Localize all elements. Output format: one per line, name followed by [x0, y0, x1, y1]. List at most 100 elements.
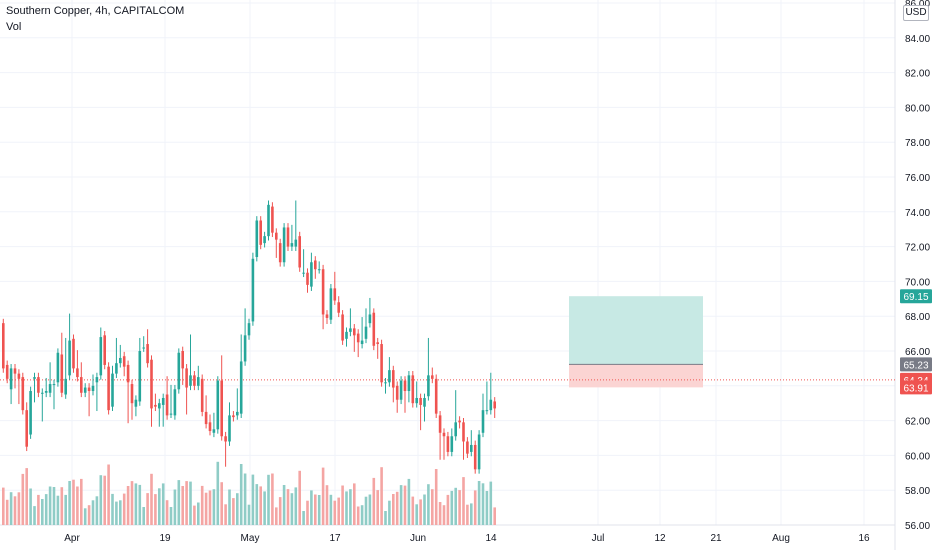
volume-bar — [103, 475, 106, 525]
volume-bar — [360, 505, 364, 525]
profit-zone — [569, 296, 703, 365]
volume-bar — [68, 481, 71, 525]
volume-bar — [473, 490, 477, 525]
candle-body — [477, 434, 481, 470]
candle-body — [232, 415, 235, 418]
volume-bar — [64, 494, 67, 525]
x-tick-label: 16 — [858, 533, 870, 544]
volume-bar — [243, 473, 247, 525]
candle-body — [298, 236, 301, 268]
volume-bar — [337, 497, 340, 525]
candle-body — [177, 352, 181, 390]
price-tag-box — [900, 289, 932, 304]
candle-body — [329, 288, 333, 320]
candle-body — [485, 410, 489, 412]
candle-body — [434, 378, 438, 414]
volume-bar — [278, 497, 282, 525]
candle-body — [368, 314, 372, 324]
y-tick-label: 76.00 — [905, 173, 930, 184]
candle-body — [5, 364, 9, 379]
volume-bar — [345, 491, 348, 525]
candle-body — [107, 366, 110, 411]
price-tag-box — [900, 380, 932, 395]
volume-bar — [56, 495, 60, 525]
candle-body — [251, 258, 255, 322]
currency-button[interactable]: USD — [903, 5, 929, 21]
candle-body — [255, 220, 259, 258]
candle-body — [17, 373, 21, 379]
candle-body — [158, 403, 161, 409]
candle-body — [360, 340, 364, 345]
candle-body — [169, 413, 173, 415]
candle-body — [450, 436, 454, 452]
candle-body — [442, 432, 446, 437]
y-tick-label: 74.00 — [905, 208, 930, 219]
y-tick-label: 80.00 — [905, 103, 930, 114]
candle-body — [392, 370, 395, 388]
volume-legend[interactable]: Vol — [6, 21, 22, 33]
volume-bar — [419, 499, 422, 525]
volume-bar — [470, 503, 473, 525]
x-tick-label: Jun — [410, 533, 426, 544]
symbol-legend[interactable]: Southern Copper, 4h, CAPITALCOM — [6, 5, 185, 17]
volume-bar — [290, 493, 294, 525]
candle-body — [103, 335, 106, 365]
y-tick-label: 68.00 — [905, 312, 930, 323]
volume-bar — [259, 486, 262, 525]
volume-bar — [368, 494, 372, 525]
volume-bar — [427, 484, 430, 525]
volume-bar — [286, 489, 290, 525]
volume-bar — [446, 494, 450, 525]
volume-bar — [282, 485, 286, 525]
candle-body — [181, 351, 184, 369]
volume-bar — [41, 499, 44, 525]
volume-bar — [431, 489, 434, 525]
volume-bar — [173, 489, 177, 525]
volume-bar — [450, 490, 454, 525]
volume-bar — [481, 483, 485, 525]
volume-bar — [407, 478, 411, 525]
volume-bar — [466, 504, 469, 525]
volume-bar — [489, 481, 493, 525]
volume-bar — [87, 505, 91, 525]
candle-body — [302, 272, 305, 274]
candle-body — [60, 354, 64, 393]
candle-body — [290, 243, 294, 247]
volume-bar — [493, 507, 496, 525]
candle-body — [446, 436, 450, 452]
candle-body — [263, 236, 266, 244]
volume-bar — [434, 469, 438, 525]
volume-bar — [271, 473, 274, 525]
volume-bar — [134, 483, 138, 525]
volume-bar — [48, 486, 52, 525]
volume-bar — [353, 483, 356, 525]
volume-bar — [60, 487, 64, 525]
volume-bar — [403, 485, 407, 525]
candle-body — [294, 239, 298, 247]
candle-body — [76, 368, 79, 378]
volume-bar — [142, 507, 145, 525]
candle-body — [271, 206, 274, 233]
price-tag-label: 69.15 — [903, 292, 928, 303]
candle-body — [353, 328, 356, 336]
volume-bar — [329, 494, 333, 525]
volume-bar — [485, 491, 489, 525]
volume-bar — [314, 494, 317, 525]
candle-body — [165, 394, 169, 416]
candle-body — [275, 232, 278, 240]
volume-bar — [107, 464, 110, 525]
volume-bar — [193, 505, 196, 525]
candle-body — [380, 344, 383, 383]
volume-bar — [72, 479, 75, 525]
volume-bar — [251, 474, 255, 525]
volume-bar — [415, 504, 418, 525]
volume-bar — [380, 467, 383, 525]
volume-bar — [239, 464, 243, 525]
volume-bar — [200, 485, 204, 525]
candle-body — [278, 243, 282, 263]
candle-body — [200, 378, 204, 412]
candle-body — [228, 415, 231, 442]
candle-body — [423, 397, 426, 407]
volume-bar — [333, 500, 337, 525]
